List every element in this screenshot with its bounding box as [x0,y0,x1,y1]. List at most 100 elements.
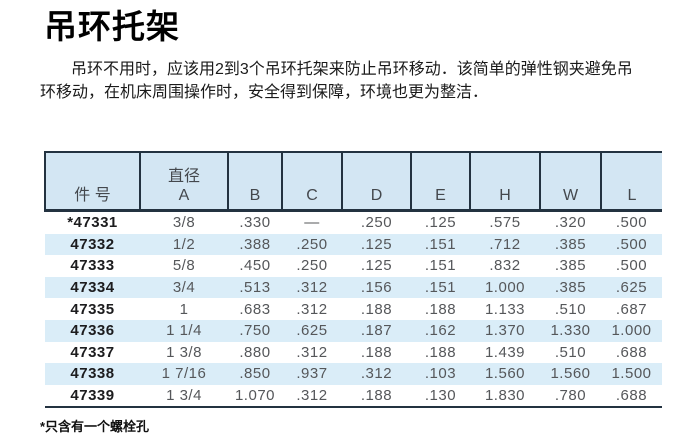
part-number-cell: 47337 [70,343,115,361]
value-cell: .151 [411,276,470,299]
value-cell: .880 [239,343,271,361]
col-header-label-top: 直径 [167,168,200,185]
table-header-row: 件 号 直径 A B C D E H W L [44,151,662,212]
part-number-cell: 47333 [70,257,115,275]
table-row: 47335 1 .683 .312 .188 .188 1.133 .510 .687 [45,298,662,320]
col-header-l: L [600,151,662,212]
col-header-label-bottom: A [178,187,190,204]
value-cell: .712 [470,233,540,256]
part-number-cell: 47339 [45,384,140,409]
col-header-diameter-a: 直径 A [139,151,228,212]
col-header-w: W [539,151,601,212]
value-cell: .250 [282,233,342,256]
value-cell: 1.000 [470,276,540,299]
table-row: 47336 1 1/4.750.625.187.162 1.370 1.330 1.00… [45,319,662,342]
value-cell: .187 [342,319,411,342]
value-cell: .687 [615,300,648,318]
value-cell: .250 [360,214,393,232]
col-header-b: B [227,151,282,212]
table-body: *47331 3/8.330— .250.125.575.320.500 47332 1… [45,211,662,409]
value-cell: 1 3/8 [166,343,202,361]
col-header-c: C [281,151,342,212]
value-cell: 1.500 [601,363,662,385]
value-cell: .625 [601,276,662,299]
table-row: 47334 3/4.513.312.156.151 1.000.385.625 [45,276,662,299]
value-cell: .188 [360,343,393,361]
value-cell: .312 [282,276,342,299]
value-cell: 1 3/4 [140,384,228,409]
value-cell: .510 [554,300,587,318]
value-cell: .385 [540,276,601,299]
col-header-d: D [341,151,411,212]
value-cell: 3/8 [172,214,196,232]
value-cell: 1.000 [601,319,662,342]
table-row: 47333 5/8 .450 .250 .125 .151 .832 .385 .500 [45,255,662,277]
value-cell: .188 [424,343,457,361]
value-cell: .625 [282,319,342,342]
value-cell: 5/8 [172,257,196,275]
value-cell: 1.330 [540,319,601,342]
col-header-label: 件 号 [74,187,111,204]
value-cell: 1.830 [470,384,540,409]
value-cell: .312 [296,300,328,318]
part-number-cell: 47338 [45,363,140,385]
value-cell: .510 [554,343,587,361]
value-cell: 1 7/16 [140,363,228,385]
value-cell: .688 [601,384,662,409]
table-row: 47332 1/2.388.250.125.151.712.385.500 [45,233,662,256]
value-cell: 1.560 [470,363,540,385]
value-cell: 1.560 [540,363,601,385]
value-cell: .750 [228,319,282,342]
value-cell: .500 [615,257,648,275]
col-header-e: E [410,151,470,212]
value-cell: .162 [411,319,470,342]
value-cell: 1/2 [140,233,228,256]
value-cell: .125 [342,233,411,256]
col-header-h: H [469,151,540,212]
value-cell: .151 [424,257,457,275]
value-cell: .832 [489,257,521,275]
value-cell: .312 [296,343,328,361]
value-cell: 1 [179,300,189,318]
value-cell: .130 [411,384,470,409]
value-cell: .250 [296,257,328,275]
value-cell: .937 [282,363,342,385]
value-cell: .575 [489,214,521,232]
value-cell: .188 [342,384,411,409]
value-cell: 1.070 [228,384,282,409]
value-cell: .683 [239,300,271,318]
value-cell: 1.133 [484,300,526,318]
col-header-part-number: 件 号 [44,151,140,212]
catalog-page: 吊环托架 吊环不用时，应该用2到3个吊环托架来防止吊环移动．该简单的弹性钢夹避免… [0,6,686,435]
spec-table: 件 号 直径 A B C D E H W L *47331 3/8.330— .25… [44,151,662,409]
value-cell: .156 [342,276,411,299]
footnote: *只含有一个螺栓孔 [40,419,150,435]
value-cell: .330 [239,214,271,232]
intro-paragraph: 吊环不用时，应该用2到3个吊环托架来防止吊环移动．该简单的弹性钢夹避免吊 环移动… [40,58,650,104]
value-cell: .103 [411,363,470,385]
value-cell: .850 [228,363,282,385]
part-number-cell: 47334 [45,276,140,299]
value-cell: .513 [228,276,282,299]
value-cell: 1.370 [470,319,540,342]
table-row: 47339 1 3/4 1.070.312.188.130 1.830.780.688 [45,384,662,409]
value-cell: .320 [554,214,587,232]
value-cell: .125 [424,214,457,232]
part-number-cell: 47335 [70,300,115,318]
page-title: 吊环托架 [44,7,180,46]
value-cell: 1 1/4 [140,319,228,342]
value-cell: .312 [282,384,342,409]
value-cell: .188 [424,300,457,318]
part-number-cell: *47331 [67,214,118,232]
paragraph-line-1: 吊环不用时，应该用2到3个吊环托架来防止吊环移动．该简单的弹性钢夹避免吊 [71,61,633,78]
col-header-label: 直径 A [141,167,227,205]
value-cell: 3/4 [140,276,228,299]
value-cell: .125 [360,257,393,275]
value-cell: .151 [411,233,470,256]
value-cell: .188 [360,300,393,318]
value-cell: .388 [228,233,282,256]
part-number-cell: 47336 [45,319,140,342]
value-cell: — [304,214,320,232]
value-cell: .500 [615,214,648,232]
value-cell: .385 [554,257,587,275]
